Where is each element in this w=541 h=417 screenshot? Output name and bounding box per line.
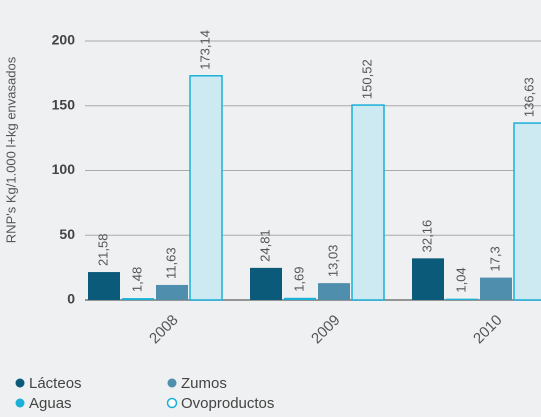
legend-label: Zumos [181, 375, 227, 392]
value-label: 11,63 [163, 247, 178, 279]
value-label: 13,03 [325, 245, 340, 278]
bar [446, 298, 478, 300]
bar [122, 298, 154, 300]
bar [412, 258, 444, 300]
value-label: 136,63 [521, 77, 536, 117]
value-label: 17,3 [487, 246, 502, 271]
bar [480, 277, 512, 300]
y-tick-label: 100 [52, 161, 76, 177]
value-label: 1,48 [129, 267, 144, 292]
legend-label: Lácteos [29, 375, 82, 392]
bar [156, 284, 188, 300]
bar [189, 75, 223, 301]
bar [318, 283, 350, 300]
value-label: 150,52 [359, 59, 374, 99]
legend-label: Aguas [29, 395, 72, 412]
bar [513, 122, 541, 301]
y-tick-label: 50 [59, 226, 75, 242]
legend-marker [15, 398, 25, 408]
value-label: 1,04 [453, 267, 468, 292]
value-label: 1,69 [291, 266, 306, 291]
value-label: 21,58 [95, 234, 110, 267]
y-tick-label: 150 [52, 96, 76, 112]
value-label: 32,16 [419, 220, 434, 253]
bar [88, 272, 120, 300]
legend-label: Ovoproductos [181, 395, 274, 412]
bar [351, 104, 385, 301]
legend-marker [167, 378, 177, 388]
legend-marker [15, 378, 25, 388]
bar [250, 267, 282, 300]
legend-marker [166, 397, 178, 409]
value-label: 173,14 [197, 30, 212, 70]
y-axis-label: RNP's Kg/1.000 l+kg envasados [3, 56, 18, 243]
y-tick-label: 200 [52, 32, 76, 48]
y-tick-label: 0 [67, 291, 75, 307]
bar [284, 297, 316, 300]
value-label: 24,81 [257, 229, 272, 262]
